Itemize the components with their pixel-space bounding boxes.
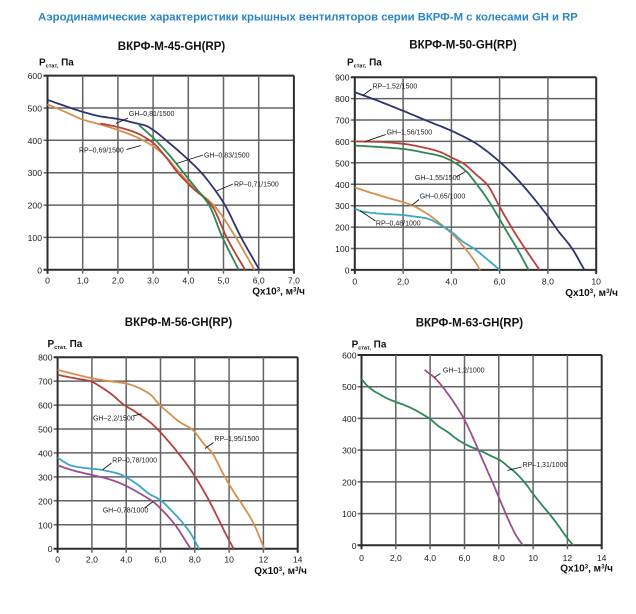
svg-text:GH–1,2/1000: GH–1,2/1000 <box>443 368 485 375</box>
svg-text:700: 700 <box>335 116 350 126</box>
svg-text:4,0: 4,0 <box>445 276 457 286</box>
svg-text:0: 0 <box>345 265 350 275</box>
svg-text:3,0: 3,0 <box>147 276 159 286</box>
svg-text:300: 300 <box>38 472 53 482</box>
svg-text:600: 600 <box>38 401 53 411</box>
svg-text:RP–1,95/1500: RP–1,95/1500 <box>214 436 259 443</box>
svg-text:8,0: 8,0 <box>542 276 554 286</box>
svg-text:Qx103, м3/ч: Qx103, м3/ч <box>565 288 618 299</box>
svg-text:2,0: 2,0 <box>390 553 402 563</box>
svg-text:300: 300 <box>28 168 43 178</box>
svg-text:Qx103, м3/ч: Qx103, м3/ч <box>252 287 305 298</box>
svg-text:RP–0,71/1500: RP–0,71/1500 <box>234 182 279 189</box>
svg-text:Qx103, м3/ч: Qx103, м3/ч <box>560 564 613 575</box>
svg-text:600: 600 <box>28 71 43 81</box>
svg-text:14: 14 <box>597 553 607 563</box>
svg-text:RP–0,48/1000: RP–0,48/1000 <box>376 221 421 228</box>
svg-text:12: 12 <box>259 555 269 565</box>
svg-text:4,0: 4,0 <box>120 555 132 565</box>
svg-text:8,0: 8,0 <box>189 555 201 565</box>
svg-text:RP–1,31/1000: RP–1,31/1000 <box>523 462 568 469</box>
svg-text:100: 100 <box>342 509 357 519</box>
svg-text:5,0: 5,0 <box>218 276 230 286</box>
svg-text:14: 14 <box>293 555 303 565</box>
svg-text:700: 700 <box>38 377 53 387</box>
svg-text:ВКРФ-М-63-GH(RP): ВКРФ-М-63-GH(RP) <box>416 318 524 330</box>
svg-text:GH–0,81/1500: GH–0,81/1500 <box>129 111 175 118</box>
svg-text:RP–1,52/1500: RP–1,52/1500 <box>373 84 418 91</box>
svg-text:200: 200 <box>38 496 53 506</box>
svg-text:2,0: 2,0 <box>112 276 124 286</box>
svg-text:400: 400 <box>28 136 43 146</box>
svg-text:GH–0,83/1500: GH–0,83/1500 <box>204 153 250 160</box>
svg-text:GH–2,2/1500: GH–2,2/1500 <box>93 416 135 423</box>
svg-text:10: 10 <box>224 555 234 565</box>
svg-text:800: 800 <box>38 353 53 363</box>
svg-text:0: 0 <box>352 276 357 286</box>
svg-text:0: 0 <box>352 541 357 551</box>
svg-text:10: 10 <box>591 276 601 286</box>
svg-text:6,0: 6,0 <box>155 555 167 565</box>
svg-text:500: 500 <box>28 104 43 114</box>
svg-text:GH–0,78/1000: GH–0,78/1000 <box>103 508 149 515</box>
svg-text:4,0: 4,0 <box>182 276 194 286</box>
svg-text:ВКРФ-М-45-GH(RP): ВКРФ-М-45-GH(RP) <box>118 41 226 53</box>
svg-text:Qx103, м3/ч: Qx103, м3/ч <box>254 566 307 577</box>
svg-text:0: 0 <box>37 265 42 275</box>
svg-text:800: 800 <box>335 94 350 104</box>
svg-text:400: 400 <box>38 448 53 458</box>
svg-text:GH–1,55/1500: GH–1,55/1500 <box>415 175 461 182</box>
svg-text:500: 500 <box>38 425 53 435</box>
svg-text:0: 0 <box>55 555 60 565</box>
svg-text:300: 300 <box>342 446 357 456</box>
svg-text:300: 300 <box>335 201 350 211</box>
svg-text:900: 900 <box>335 73 350 83</box>
svg-text:2,0: 2,0 <box>86 555 98 565</box>
svg-text:200: 200 <box>28 201 43 211</box>
svg-text:0: 0 <box>48 544 53 554</box>
svg-text:2,0: 2,0 <box>397 276 409 286</box>
svg-text:6,0: 6,0 <box>253 276 265 286</box>
svg-text:6,0: 6,0 <box>459 553 471 563</box>
svg-text:GH–0,65/1000: GH–0,65/1000 <box>420 194 466 201</box>
svg-text:GH–1,56/1500: GH–1,56/1500 <box>387 130 433 137</box>
svg-text:400: 400 <box>335 180 350 190</box>
svg-text:600: 600 <box>335 137 350 147</box>
svg-text:4,0: 4,0 <box>424 553 436 563</box>
svg-text:200: 200 <box>335 223 350 233</box>
svg-text:RP–0,69/1500: RP–0,69/1500 <box>79 148 124 155</box>
svg-text:1,0: 1,0 <box>77 276 89 286</box>
svg-text:0: 0 <box>45 276 50 286</box>
svg-text:100: 100 <box>38 520 53 530</box>
svg-text:Аэродинамические характеристик: Аэродинамические характеристики крышных … <box>38 12 578 24</box>
svg-text:600: 600 <box>342 351 357 361</box>
svg-text:500: 500 <box>342 382 357 392</box>
svg-text:6,0: 6,0 <box>494 276 506 286</box>
svg-text:100: 100 <box>335 244 350 254</box>
svg-text:0: 0 <box>359 553 364 563</box>
svg-text:12: 12 <box>563 553 573 563</box>
svg-text:10: 10 <box>528 553 538 563</box>
svg-text:ВКРФ-М-50-GH(RP): ВКРФ-М-50-GH(RP) <box>409 40 517 52</box>
svg-text:100: 100 <box>28 233 43 243</box>
svg-text:ВКРФ-М-56-GH(RP): ВКРФ-М-56-GH(RP) <box>125 317 233 329</box>
svg-text:500: 500 <box>335 158 350 168</box>
svg-text:200: 200 <box>342 477 357 487</box>
svg-text:400: 400 <box>342 414 357 424</box>
svg-text:7,0: 7,0 <box>288 276 300 286</box>
svg-text:RP–0,78/1000: RP–0,78/1000 <box>112 458 157 465</box>
svg-text:8,0: 8,0 <box>493 553 505 563</box>
